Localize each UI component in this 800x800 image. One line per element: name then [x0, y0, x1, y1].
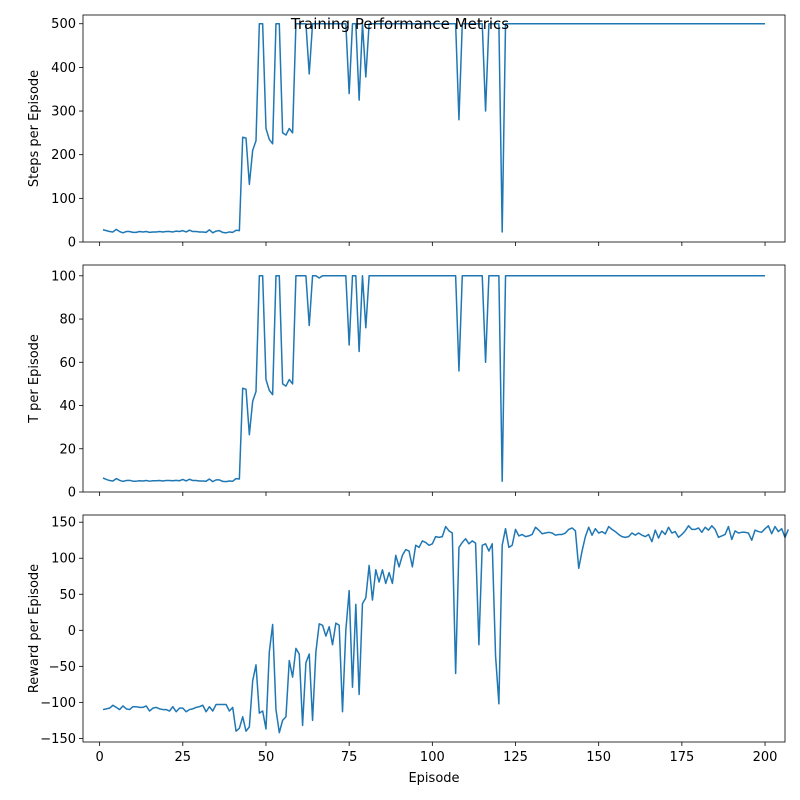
y-tick-label: 150	[51, 516, 76, 531]
y-tick-label: 0	[68, 624, 76, 639]
y-axis-label: Reward per Episode	[27, 564, 42, 693]
x-tick-label: 0	[95, 750, 103, 765]
x-tick-label: 200	[753, 750, 778, 765]
subplot-2: 0 20 40 60 80 100 T per Episode	[27, 264, 786, 501]
x-tick-label: 75	[341, 750, 358, 765]
x-tick-label: 25	[175, 750, 192, 765]
axes-frame	[82, 264, 786, 493]
figure-title: Training Performance Metrics	[290, 15, 509, 33]
series-line	[102, 275, 766, 483]
y-axis-label: T per Episode	[27, 334, 42, 424]
x-tick-label: 150	[586, 750, 611, 765]
y-tick-label: 100	[51, 269, 76, 284]
y-tick-label: 200	[51, 148, 76, 163]
y-tick-label: 0	[68, 236, 76, 251]
y-tick-label: −50	[49, 660, 76, 675]
x-tick-label: 125	[503, 750, 528, 765]
y-tick-label: 20	[59, 442, 76, 457]
y-tick-label: 50	[59, 588, 76, 603]
y-tick-label: 40	[59, 399, 76, 414]
y-tick-label: 80	[59, 313, 76, 328]
axes-frame	[82, 14, 786, 243]
y-axis-label: Steps per Episode	[27, 70, 42, 187]
y-tick-label: 400	[51, 61, 76, 76]
y-tick-label: 60	[59, 356, 76, 371]
y-tick-label: 100	[51, 552, 76, 567]
y-tick-label: 300	[51, 105, 76, 120]
y-tick-label: 500	[51, 17, 76, 32]
subplot-1: 0 100 200 300 400 500 Steps per Episode	[27, 14, 786, 251]
y-tick-label: 0	[68, 486, 76, 501]
subplot-3: −150 −100 −50 0 50 100 150 0 25 50 75 100 125 150 175 2…	[27, 514, 790, 786]
x-axis-label: Episode	[408, 771, 459, 786]
y-tick-label: −100	[40, 696, 76, 711]
x-tick-label: 175	[669, 750, 694, 765]
x-tick-label: 50	[258, 750, 275, 765]
series-line	[102, 525, 790, 734]
y-tick-label: −150	[40, 732, 76, 747]
x-tick-label: 100	[420, 750, 445, 765]
axes-frame	[82, 514, 786, 743]
series-line	[102, 22, 766, 234]
y-tick-label: 100	[51, 192, 76, 207]
